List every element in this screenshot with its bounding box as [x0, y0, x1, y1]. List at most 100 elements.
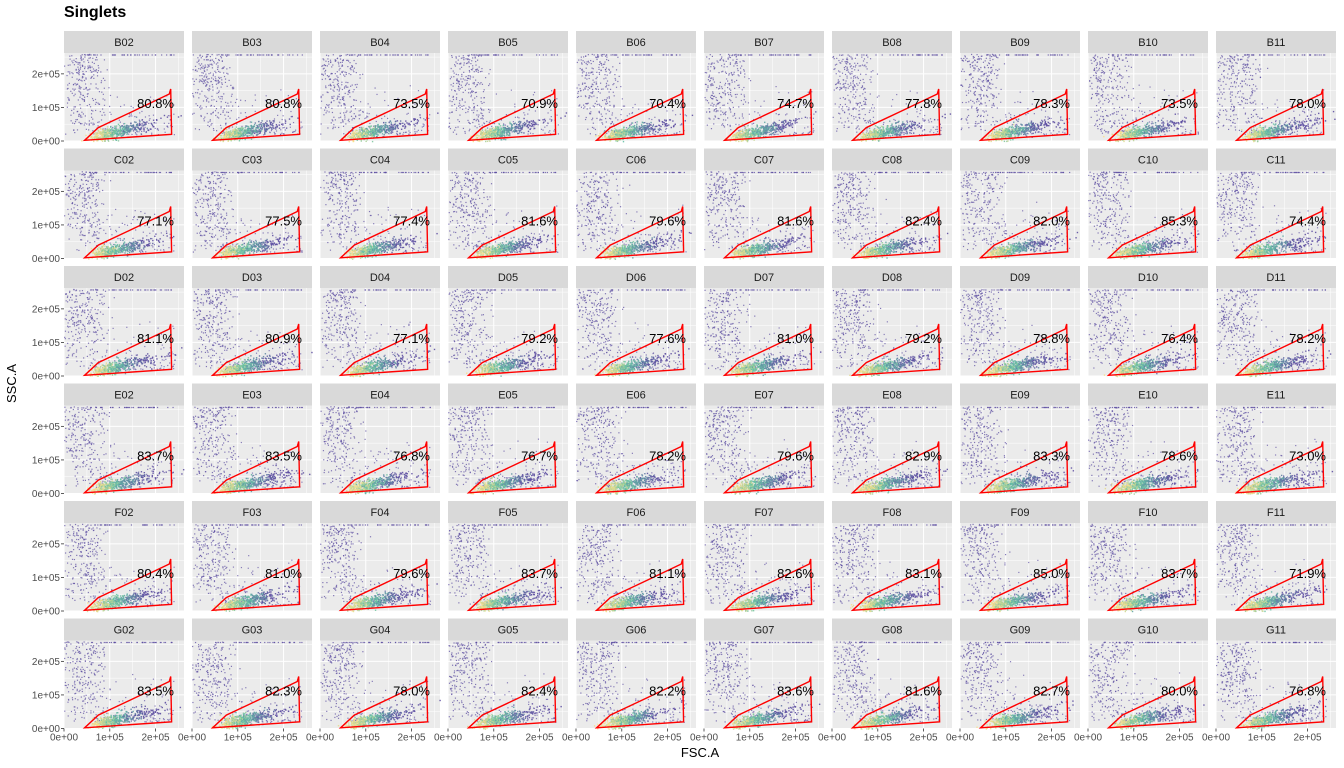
data-point [224, 78, 227, 80]
data-point [459, 100, 461, 102]
data-point [275, 123, 278, 126]
data-point [421, 126, 423, 128]
data-point [200, 80, 202, 82]
data-point [173, 134, 175, 136]
data-point [201, 75, 203, 77]
data-point [469, 128, 471, 130]
data-point [347, 60, 350, 62]
data-point [367, 116, 369, 118]
data-point [352, 134, 354, 136]
data-point [69, 58, 71, 60]
data-point [628, 113, 631, 115]
data-point [408, 107, 411, 109]
data-point [638, 130, 640, 132]
data-point [743, 94, 745, 96]
data-point [324, 109, 326, 111]
data-point [502, 130, 505, 132]
data-point [651, 118, 653, 121]
data-point [494, 126, 497, 128]
data-point [635, 132, 637, 134]
data-point [585, 116, 587, 119]
data-point [458, 63, 461, 65]
data-point [358, 134, 360, 136]
data-point [706, 90, 708, 92]
data-point [586, 61, 588, 63]
data-point [648, 118, 650, 120]
data-point [342, 59, 344, 61]
data-point [642, 54, 645, 56]
data-point [812, 131, 814, 133]
data-point [87, 61, 90, 63]
data-point [806, 117, 808, 119]
data-point [87, 93, 89, 95]
data-point [355, 99, 357, 102]
data-point [785, 114, 787, 116]
data-point [228, 105, 230, 107]
data-point [390, 127, 392, 129]
data-point [146, 121, 148, 123]
data-point [276, 126, 278, 128]
data-point [448, 125, 450, 128]
data-point [137, 126, 139, 128]
data-point [479, 125, 481, 128]
data-point [144, 126, 146, 128]
data-point [589, 133, 591, 135]
data-point [81, 75, 84, 78]
data-point [243, 129, 246, 132]
data-point [98, 67, 100, 69]
data-point [725, 72, 728, 75]
data-point [348, 118, 350, 120]
data-point [581, 72, 584, 74]
data-point [605, 100, 608, 102]
data-point [593, 95, 595, 97]
data-point [518, 127, 520, 130]
data-point [347, 119, 349, 122]
data-point [130, 125, 133, 128]
data-point [292, 131, 294, 133]
data-point [448, 117, 450, 119]
data-point [457, 81, 459, 83]
data-point [455, 98, 458, 100]
data-point [89, 66, 91, 69]
data-point [344, 86, 346, 88]
data-point [672, 120, 674, 122]
data-point [757, 112, 759, 114]
data-point [360, 129, 362, 131]
data-point [386, 131, 389, 134]
data-point [257, 126, 259, 128]
data-point [343, 96, 345, 98]
data-point [720, 95, 722, 98]
data-point [95, 133, 98, 135]
data-point [385, 129, 388, 132]
data-point [220, 86, 222, 88]
data-point [92, 118, 94, 120]
data-point [604, 69, 607, 71]
data-point [98, 137, 100, 140]
data-point [202, 72, 204, 74]
data-point [635, 125, 638, 127]
data-point [351, 133, 353, 135]
data-point [458, 83, 461, 86]
data-point [246, 54, 248, 56]
data-point [476, 95, 478, 98]
data-point [708, 76, 710, 78]
data-point [369, 131, 371, 133]
data-point [358, 129, 361, 132]
data-point [500, 132, 503, 134]
data-point [196, 104, 199, 107]
data-point [500, 134, 502, 136]
data-point [141, 123, 143, 125]
data-point [65, 133, 67, 135]
data-point [334, 86, 336, 88]
data-point [713, 110, 715, 112]
data-point [155, 122, 157, 124]
data-point [721, 87, 723, 90]
data-point [593, 54, 595, 56]
data-point [237, 132, 239, 135]
data-point [344, 136, 347, 138]
data-point [209, 119, 211, 121]
data-point [606, 132, 608, 134]
data-point [343, 114, 346, 116]
data-point [731, 95, 733, 97]
data-point [391, 129, 393, 131]
